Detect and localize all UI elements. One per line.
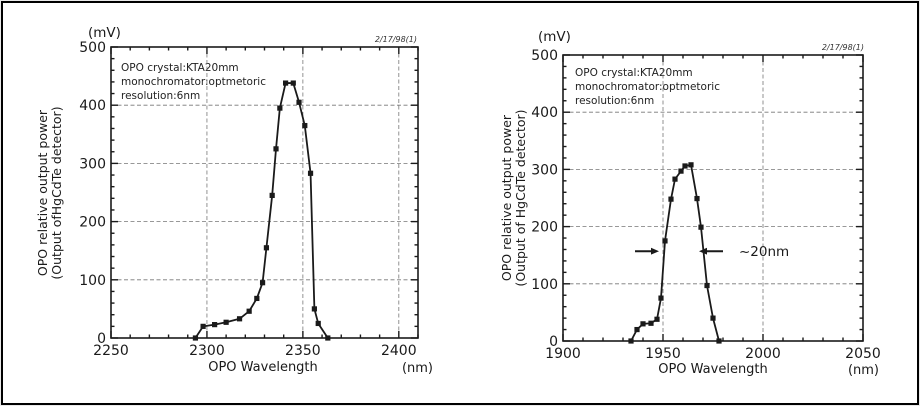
x-tick-label: 1900: [545, 346, 581, 362]
axis-box: [562, 54, 864, 342]
width-annotation-label: ~20nm: [739, 244, 789, 260]
data-point-marker: [283, 80, 289, 86]
annotation-monochromator: monochromator:optmetoric: [121, 76, 266, 88]
y-axis-label-line2: (Output ofHgCdTe detector): [49, 106, 64, 279]
x-tick-label: 2050: [845, 346, 881, 362]
annotation-crystal: OPO crystal:KTA20mm: [575, 67, 693, 79]
data-point-marker: [672, 176, 678, 182]
data-point-marker: [307, 170, 314, 176]
axis-ticks: [110, 46, 419, 339]
data-point-marker: [648, 320, 654, 326]
data-point-marker: [273, 146, 279, 152]
data-point-marker: [277, 105, 283, 111]
y-tick-label: 0: [549, 334, 558, 350]
annotation-monochromator: monochromator:optmetoric: [575, 81, 720, 93]
data-point-marker: [296, 99, 302, 105]
data-point-marker: [246, 308, 252, 314]
tick-labels: 2250 2300 2350 2400 0 100 200 300 400 500: [79, 40, 416, 359]
y-tick-label: 200: [79, 215, 106, 231]
data-point-marker: [269, 192, 275, 199]
data-point-marker: [682, 163, 688, 169]
x-axis-label: OPO Wavelength: [658, 362, 768, 377]
y-axis-label-line1: OPO relative output power: [35, 109, 50, 276]
y-unit-label: (mV): [88, 25, 121, 41]
y-tick-label: 100: [531, 277, 558, 293]
data-point-marker: [710, 315, 716, 321]
width-annotation: ~20nm: [635, 244, 789, 260]
data-point-marker: [654, 316, 660, 322]
data-point-marker: [694, 195, 700, 202]
data-point-marker: [259, 280, 266, 286]
data-point-marker: [311, 306, 317, 312]
gridlines: [111, 47, 418, 338]
y-tick-label: 200: [531, 220, 558, 236]
y-tick-label: 300: [79, 156, 106, 172]
annotation-crystal: OPO crystal:KTA20mm: [121, 62, 239, 74]
y-unit-label: (mV): [538, 29, 571, 45]
arrow-left-icon: [699, 247, 707, 255]
data-point-marker: [634, 326, 640, 333]
tick-labels: 1900 1950 2000 2050 0 100 200 300 400 500: [531, 48, 881, 362]
x-unit-label: (nm): [848, 363, 879, 378]
data-point-marker: [290, 80, 296, 86]
data-point-marker: [302, 122, 308, 129]
data-point-marker: [263, 245, 270, 251]
data-point-marker: [704, 282, 710, 289]
opo-spectrum-chart-left: (mV) 2/17/98(1) OPO crystal:KTA20mm mono…: [35, 25, 433, 376]
x-tick-label: 2350: [285, 343, 321, 359]
y-tick-label: 400: [531, 105, 558, 121]
x-tick-label: 2000: [745, 346, 781, 362]
opo-spectrum-chart-right: (mV) 2/17/98(1) OPO crystal:KTA20mm mono…: [499, 29, 881, 378]
x-tick-label: 2250: [93, 343, 129, 359]
data-point-marker: [315, 320, 321, 327]
plot-area: 1900 1950 2000 2050 0 100 200 300 400 500 ~20nm: [531, 48, 881, 362]
data-point-marker: [662, 238, 668, 244]
data-point-marker: [223, 319, 229, 325]
y-tick-label: 500: [531, 48, 558, 64]
y-tick-label: 500: [79, 40, 106, 56]
data-point-marker: [236, 316, 243, 322]
date-note: 2/17/98(1): [822, 43, 864, 52]
axis-ticks: [562, 54, 864, 342]
data-point-marker: [212, 322, 218, 328]
gridlines: [563, 55, 863, 341]
x-tick-label: 1950: [645, 346, 681, 362]
x-tick-label: 2300: [189, 343, 225, 359]
date-note: 2/17/98(1): [375, 35, 417, 44]
y-tick-label: 100: [79, 273, 106, 289]
data-point-marker: [640, 321, 646, 327]
annotation-resolution: resolution:6nm: [121, 90, 200, 102]
y-tick-label: 300: [531, 162, 558, 178]
data-series: [192, 80, 331, 341]
x-tick-label: 2400: [381, 343, 417, 359]
y-tick-label: 0: [97, 331, 106, 347]
arrow-right-icon: [651, 247, 659, 255]
data-series: [628, 162, 722, 344]
y-tick-label: 400: [79, 98, 106, 114]
data-point-marker: [658, 295, 664, 301]
data-point-marker: [200, 323, 206, 329]
data-point-marker: [688, 162, 694, 168]
plot-area: 2250 2300 2350 2400 0 100 200 300 400 500: [79, 40, 419, 359]
data-point-marker: [678, 168, 684, 174]
y-axis-label-line1: OPO relative output power: [499, 114, 514, 281]
data-point-marker: [254, 295, 260, 302]
y-axis-label-line2: (Output of HgCdTe detector): [513, 109, 528, 286]
x-axis-label: OPO Wavelength: [208, 360, 318, 375]
data-point-marker: [668, 196, 674, 202]
annotation-resolution: resolution:6nm: [575, 95, 654, 107]
x-unit-label: (nm): [402, 361, 433, 376]
data-point-marker: [698, 224, 704, 230]
